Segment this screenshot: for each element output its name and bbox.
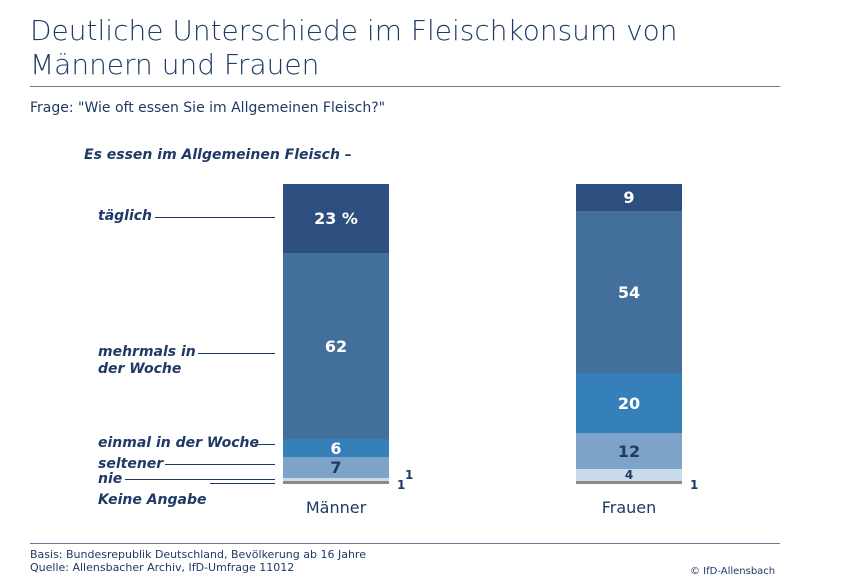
leader-line xyxy=(255,444,275,445)
leader-line xyxy=(155,217,275,218)
data-label: 1 xyxy=(405,468,414,482)
bar-segment xyxy=(576,481,682,484)
x-label-frauen: Frauen xyxy=(601,498,657,517)
bar-segment: 4 xyxy=(576,468,682,482)
label-einmal: einmal in der Woche xyxy=(98,435,259,451)
bar-segment xyxy=(283,478,389,481)
basis: Basis: Bundesrepublik Deutschland, Bevöl… xyxy=(30,548,366,561)
leader-line xyxy=(125,479,275,480)
label-taeglich: täglich xyxy=(98,208,153,224)
leader-line xyxy=(198,353,275,354)
label-mehrmals-1: mehrmals in xyxy=(98,344,196,360)
chart-title: Deutliche Unterschiede im Fleischkonsum … xyxy=(30,14,678,81)
bar-segment: 9 xyxy=(576,184,682,211)
bar-segment: 54 xyxy=(576,211,682,373)
bar-segment xyxy=(283,481,389,484)
bar-segment: 12 xyxy=(576,433,682,469)
footer: Basis: Bundesrepublik Deutschland, Bevöl… xyxy=(30,548,366,574)
data-label: 1 xyxy=(397,478,406,492)
data-label: 1 xyxy=(690,478,699,492)
x-label-maenner: Männer xyxy=(305,498,367,517)
bar-segment: 23 % xyxy=(283,184,389,253)
label-keine-angabe: Keine Angabe xyxy=(98,492,207,508)
source: Quelle: Allensbacher Archiv, IfD-Umfrage… xyxy=(30,561,295,574)
bar-segment: 7 xyxy=(283,457,389,478)
bar-segment: 20 xyxy=(576,373,682,433)
label-mehrmals-2: der Woche xyxy=(98,361,182,377)
question: Frage: "Wie oft essen Sie im Allgemeinen… xyxy=(30,100,386,116)
copyright: © IfD-Allensbach xyxy=(690,566,776,577)
chart-subtitle: Es essen im Allgemeinen Fleisch – xyxy=(84,147,352,163)
leader-line xyxy=(165,464,275,465)
bar-segment: 6 xyxy=(283,439,389,458)
label-seltener: seltener xyxy=(98,456,164,472)
bar-segment: 62 xyxy=(283,253,389,439)
label-nie: nie xyxy=(98,471,123,487)
title-divider xyxy=(30,86,780,87)
leader-line xyxy=(210,483,275,484)
footer-divider xyxy=(30,543,780,544)
